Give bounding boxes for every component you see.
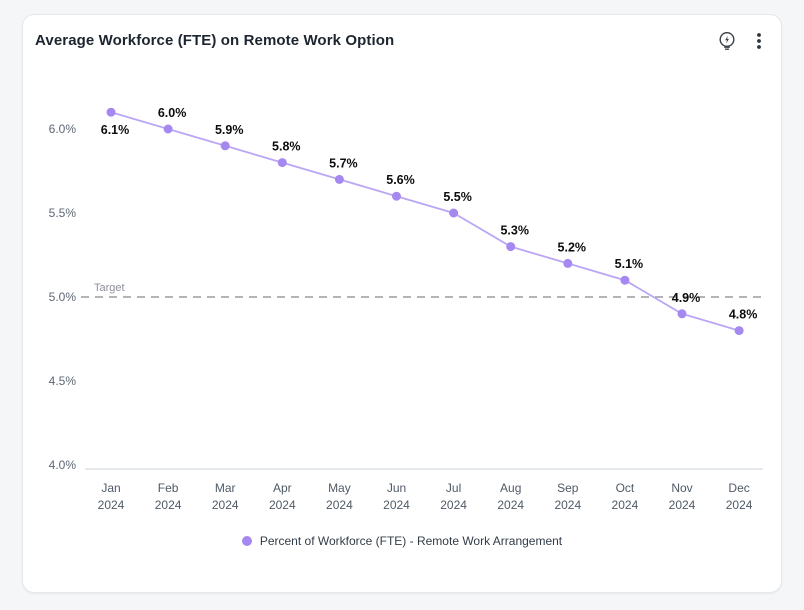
series-line [110, 111, 740, 332]
data-point-label: 5.3% [500, 224, 529, 238]
x-axis-month-label: Aug [500, 481, 521, 495]
target-label: Target [94, 282, 125, 294]
x-axis-month-label: Jan [101, 481, 120, 495]
data-point[interactable] [620, 275, 630, 285]
data-point[interactable] [277, 158, 287, 168]
legend-dot-icon[interactable] [241, 536, 252, 546]
x-axis-month-label: Oct [616, 481, 635, 495]
x-axis-year-label: 2024 [212, 498, 239, 512]
data-point[interactable] [449, 208, 459, 218]
x-axis-year-label: 2024 [554, 498, 581, 512]
data-point-label: 6.1% [101, 123, 130, 137]
y-axis-tick-label: 4.5% [49, 374, 77, 388]
x-axis-year-label: 2024 [669, 498, 696, 512]
data-point[interactable] [163, 124, 173, 134]
chart-card: Average Workforce (FTE) on Remote Work O… [22, 14, 782, 593]
y-axis-tick-label: 6.0% [49, 122, 77, 136]
chart-title: Average Workforce (FTE) on Remote Work O… [35, 32, 395, 49]
data-point-label: 4.8% [729, 308, 758, 322]
kebab-menu-icon [757, 33, 761, 49]
x-axis-month-label: May [328, 481, 351, 495]
data-point-label: 4.9% [672, 291, 701, 305]
data-point[interactable] [506, 242, 516, 252]
data-point-label: 5.8% [272, 140, 301, 154]
data-point-label: 5.9% [215, 123, 244, 137]
x-axis-month-label: Nov [671, 481, 692, 495]
x-axis-year-label: 2024 [155, 498, 182, 512]
x-axis-year-label: 2024 [269, 498, 296, 512]
data-point[interactable] [392, 191, 401, 201]
x-axis-year-label: 2024 [326, 498, 353, 512]
x-axis-year-label: 2024 [383, 498, 410, 512]
data-point-label: 6.0% [158, 106, 187, 120]
x-axis-year-label: 2024 [440, 498, 467, 512]
y-axis-tick-label: 4.0% [49, 458, 77, 472]
card-header: Average Workforce (FTE) on Remote Work O… [23, 15, 781, 71]
data-point[interactable] [334, 174, 344, 184]
data-point-label: 5.2% [558, 240, 587, 254]
data-point-label: 5.1% [615, 257, 644, 271]
legend: Percent of Workforce (FTE) - Remote Work… [23, 534, 781, 548]
data-point[interactable] [734, 326, 744, 336]
x-axis-month-label: Jul [446, 481, 461, 495]
data-point[interactable] [106, 107, 116, 117]
x-axis-month-label: Feb [158, 481, 179, 495]
x-axis-month-label: Mar [215, 481, 236, 495]
data-point[interactable] [563, 258, 573, 268]
header-icon-group [713, 27, 773, 55]
x-axis-month-label: Sep [557, 481, 579, 495]
lightbulb-bolt-icon [719, 31, 735, 50]
data-point[interactable] [220, 141, 230, 151]
line-chart: 6.0% 5.5% 5.0% 4.5% 4.0% Jan 2024 Feb 2024 Mar 202… [49, 106, 763, 512]
x-axis-year-label: 2024 [726, 498, 753, 512]
x-axis-year-label: 2024 [612, 498, 639, 512]
data-point-label: 5.5% [443, 190, 472, 204]
data-point-label: 5.7% [329, 156, 358, 170]
more-options-button[interactable] [745, 27, 773, 55]
data-point[interactable] [677, 309, 687, 319]
x-axis-month-label: Dec [728, 481, 749, 495]
data-point-label: 5.6% [386, 173, 415, 187]
insights-button[interactable] [713, 27, 741, 55]
x-axis-year-label: 2024 [497, 498, 524, 512]
x-axis-year-label: 2024 [98, 498, 125, 512]
y-axis-tick-label: 5.5% [49, 206, 77, 220]
x-axis-month-label: Jun [387, 481, 406, 495]
x-axis-month-label: Apr [273, 481, 292, 495]
y-axis-tick-label: 5.0% [49, 290, 77, 304]
legend-label[interactable]: Percent of Workforce (FTE) - Remote Work… [259, 534, 563, 548]
